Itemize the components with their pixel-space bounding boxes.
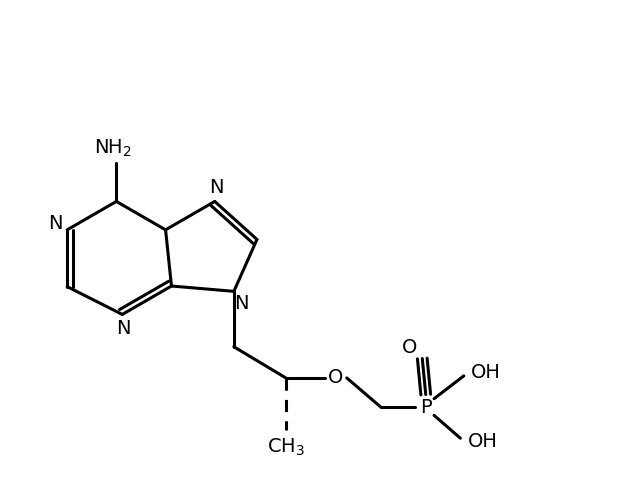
Text: P: P <box>420 398 431 417</box>
Text: N: N <box>234 294 248 312</box>
Text: OH: OH <box>467 432 498 451</box>
Text: N: N <box>116 319 130 338</box>
Text: CH$_3$: CH$_3$ <box>267 436 305 458</box>
Text: O: O <box>402 338 418 357</box>
Text: NH$_2$: NH$_2$ <box>94 138 132 159</box>
Text: N: N <box>209 178 224 197</box>
Text: N: N <box>48 214 62 233</box>
Text: O: O <box>328 368 343 387</box>
Text: OH: OH <box>471 363 501 382</box>
